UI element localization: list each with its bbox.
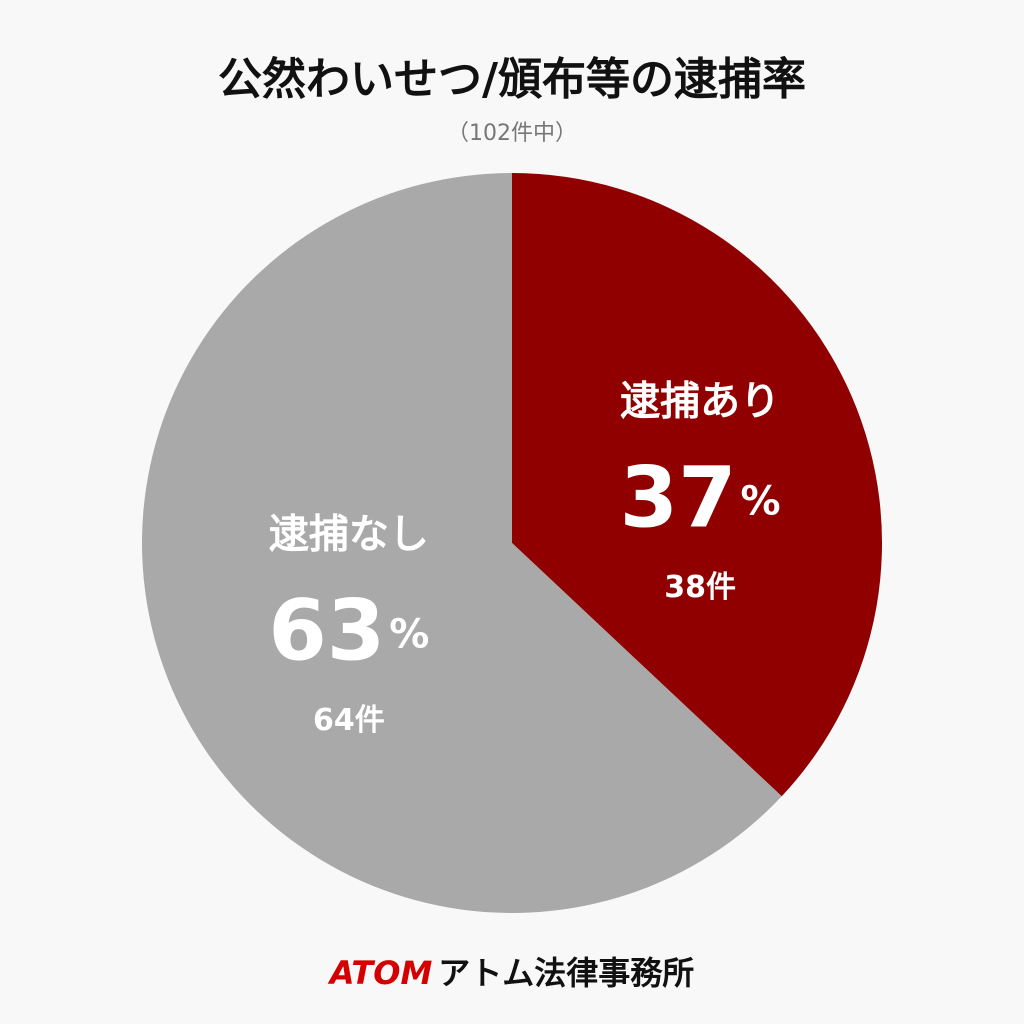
slice-unit: % (741, 479, 781, 525)
pie (142, 173, 882, 914)
pie-slice (142, 173, 782, 914)
slice-category: 逮捕なし (269, 511, 429, 557)
footer-brand: ATOM (327, 954, 433, 992)
chart-title: 公然わいせつ/頒布等の逮捕率 (218, 54, 806, 105)
slice-count: 64件 (313, 703, 385, 738)
slice-count: 38件 (664, 570, 736, 605)
slice-value: 37 (620, 449, 737, 547)
slice-value-label: 63% (268, 581, 429, 679)
slice-category: 逮捕あり (620, 379, 780, 425)
labels: 逮捕あり 37 % 38件 逮捕なし 63 % 64件 (268, 379, 780, 738)
slice-value-label: 37% (620, 449, 781, 547)
footer-name: アトム法律事務所 (438, 954, 694, 992)
chart-subtitle: （102件中） (447, 121, 577, 146)
footer: ATOM アトム法律事務所 (327, 954, 695, 992)
slice-value: 63 (268, 581, 385, 679)
pie-slice (512, 173, 882, 797)
slice-unit: % (389, 611, 429, 657)
